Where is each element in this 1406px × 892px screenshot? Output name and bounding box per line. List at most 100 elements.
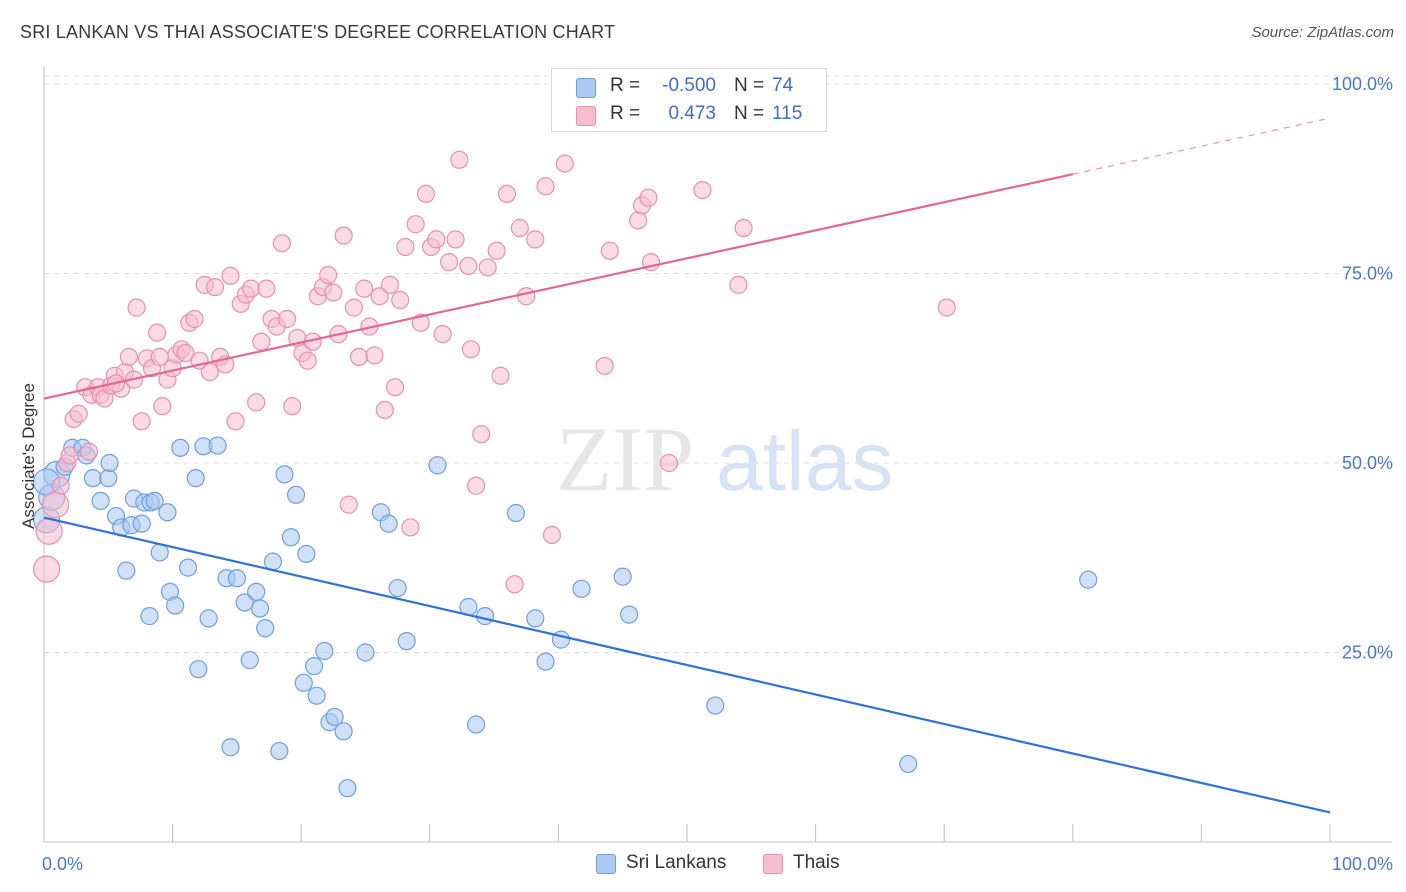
thai-point	[416, 184, 436, 204]
sri-lankan-point	[315, 641, 334, 661]
thai-point	[526, 230, 545, 249]
thai-point	[176, 343, 195, 363]
sri-lankan-point	[83, 469, 102, 488]
thai-point	[461, 340, 481, 359]
thai-point	[734, 218, 753, 238]
thai-point	[41, 491, 70, 519]
thai-point	[247, 393, 266, 412]
thai-point	[406, 215, 425, 234]
thai-point	[324, 283, 343, 302]
sri-lankan-point	[613, 567, 632, 586]
sri-lankan-point	[297, 544, 316, 564]
thai-point	[200, 362, 219, 382]
thai-point	[283, 397, 302, 416]
thai-point	[459, 256, 478, 276]
thai-point	[35, 517, 63, 545]
sri-lankan-point	[158, 503, 177, 522]
sri-lankan-point	[338, 779, 357, 798]
thai-trend-line-dashed	[1072, 117, 1331, 175]
sri-lankan-point	[171, 438, 190, 457]
sri-lankan-point	[1079, 570, 1098, 589]
thai-point	[391, 290, 410, 310]
sri-lankan-point	[899, 754, 918, 774]
thai-point	[298, 351, 317, 370]
bottom-legend-swatch-thais	[763, 854, 783, 874]
tick-labels: 25.0% 50.0% 75.0% 100.0% 0.0% 100.0%	[42, 74, 1393, 874]
thai-point	[411, 313, 430, 332]
thai-point	[510, 218, 529, 238]
thai-point	[277, 309, 297, 329]
sri-lankan-point	[99, 469, 118, 488]
thai-point	[466, 476, 486, 495]
legend: R = -0.500 N = 74 R = 0.473 N = 115	[551, 68, 827, 132]
trend-lines	[43, 117, 1331, 814]
thai-point	[555, 154, 574, 173]
sri-lankan-point	[263, 552, 283, 571]
thai-point	[153, 397, 172, 416]
thai-point	[150, 347, 169, 366]
sri-lankan-point	[221, 738, 240, 757]
sri-lankan-point	[379, 514, 398, 533]
thai-point	[542, 525, 562, 545]
thai-point	[396, 237, 415, 257]
legend-r-label: R =	[610, 103, 641, 124]
thai-point	[221, 266, 240, 285]
thai-point	[600, 241, 619, 260]
thai-point	[375, 400, 394, 420]
thai-point	[365, 346, 384, 365]
thai-point	[517, 287, 536, 306]
sri-lankan-point	[189, 660, 208, 679]
thai-point	[505, 575, 524, 594]
sri-lankan-point	[91, 491, 110, 510]
thai-point	[450, 150, 469, 169]
chart-title: SRI LANKAN VS THAI ASSOCIATE'S DEGREE CO…	[20, 22, 616, 42]
thai-point	[487, 241, 506, 260]
thai-point	[439, 253, 459, 272]
thai-point	[497, 184, 517, 204]
thai-point	[385, 378, 405, 397]
thai-point	[272, 234, 292, 253]
thai-point	[349, 347, 369, 366]
legend-r-value: 0.473	[668, 103, 716, 124]
thai-point	[339, 495, 358, 514]
y-axis-title: Associate's Degree	[19, 383, 38, 529]
legend-n-label: N =	[734, 75, 765, 96]
sri-lankan-point	[199, 609, 218, 628]
thai-point	[185, 309, 204, 329]
bottom-legend-swatch-sri-lankans	[596, 854, 616, 874]
sri-lankan-point	[247, 582, 266, 601]
thai-point	[205, 278, 225, 297]
sri-lankan-point	[145, 491, 164, 510]
legend-n-value: 74	[772, 75, 794, 96]
sri-lankan-point	[178, 558, 198, 577]
thai-point	[334, 226, 353, 245]
sri-lankan-point	[388, 578, 407, 598]
thai-point	[433, 325, 452, 344]
sri-lankan-point	[706, 696, 725, 715]
thai-point	[226, 412, 245, 431]
thai-point	[729, 275, 748, 294]
x-tick-label: 0.0%	[42, 854, 83, 874]
sri-lankan-point	[325, 707, 344, 727]
thai-point	[659, 453, 679, 473]
thai-point	[51, 476, 70, 495]
grid-lines	[44, 75, 1392, 653]
legend-r-label: R =	[610, 75, 641, 96]
sri-lankan-point	[286, 485, 306, 504]
sri-lankan-point	[240, 650, 259, 670]
sri-lankan-point	[307, 686, 326, 705]
thai-point	[257, 279, 276, 298]
sri-lankan-point	[466, 715, 486, 734]
sri-lankan-point	[304, 657, 324, 676]
thai-point	[478, 258, 497, 277]
thai-point	[148, 323, 167, 342]
sri-lankan-point	[506, 503, 526, 523]
thai-point	[446, 230, 465, 249]
sri-lankan-point	[334, 722, 353, 741]
thai-point	[241, 279, 261, 298]
y-tick-label: 25.0%	[1342, 643, 1393, 663]
watermark: ZIP atlas	[556, 408, 893, 510]
thai-point	[132, 412, 151, 431]
thai-point	[595, 356, 614, 376]
